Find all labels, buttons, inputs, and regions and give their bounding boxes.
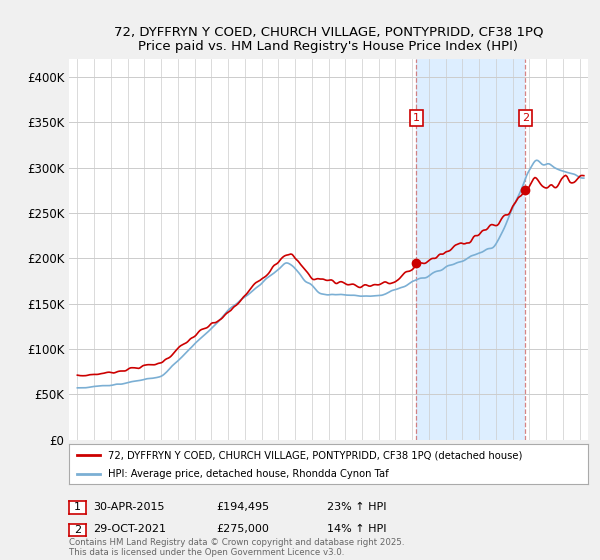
Bar — [416, 59, 525, 440]
Text: Contains HM Land Registry data © Crown copyright and database right 2025.
This d: Contains HM Land Registry data © Crown c… — [69, 538, 404, 557]
Text: 1: 1 — [74, 502, 81, 512]
Text: 14% ↑ HPI: 14% ↑ HPI — [327, 524, 386, 534]
Text: 2: 2 — [521, 113, 529, 123]
Text: HPI: Average price, detached house, Rhondda Cynon Taf: HPI: Average price, detached house, Rhon… — [108, 469, 389, 479]
Text: £194,495: £194,495 — [216, 502, 269, 512]
Text: 1: 1 — [413, 113, 420, 123]
Title: 72, DYFFRYN Y COED, CHURCH VILLAGE, PONTYPRIDD, CF38 1PQ
Price paid vs. HM Land : 72, DYFFRYN Y COED, CHURCH VILLAGE, PONT… — [114, 25, 543, 53]
Text: 30-APR-2015: 30-APR-2015 — [93, 502, 164, 512]
Text: £275,000: £275,000 — [216, 524, 269, 534]
Text: 23% ↑ HPI: 23% ↑ HPI — [327, 502, 386, 512]
Text: 29-OCT-2021: 29-OCT-2021 — [93, 524, 166, 534]
Text: 2: 2 — [74, 525, 81, 535]
Text: 72, DYFFRYN Y COED, CHURCH VILLAGE, PONTYPRIDD, CF38 1PQ (detached house): 72, DYFFRYN Y COED, CHURCH VILLAGE, PONT… — [108, 450, 522, 460]
